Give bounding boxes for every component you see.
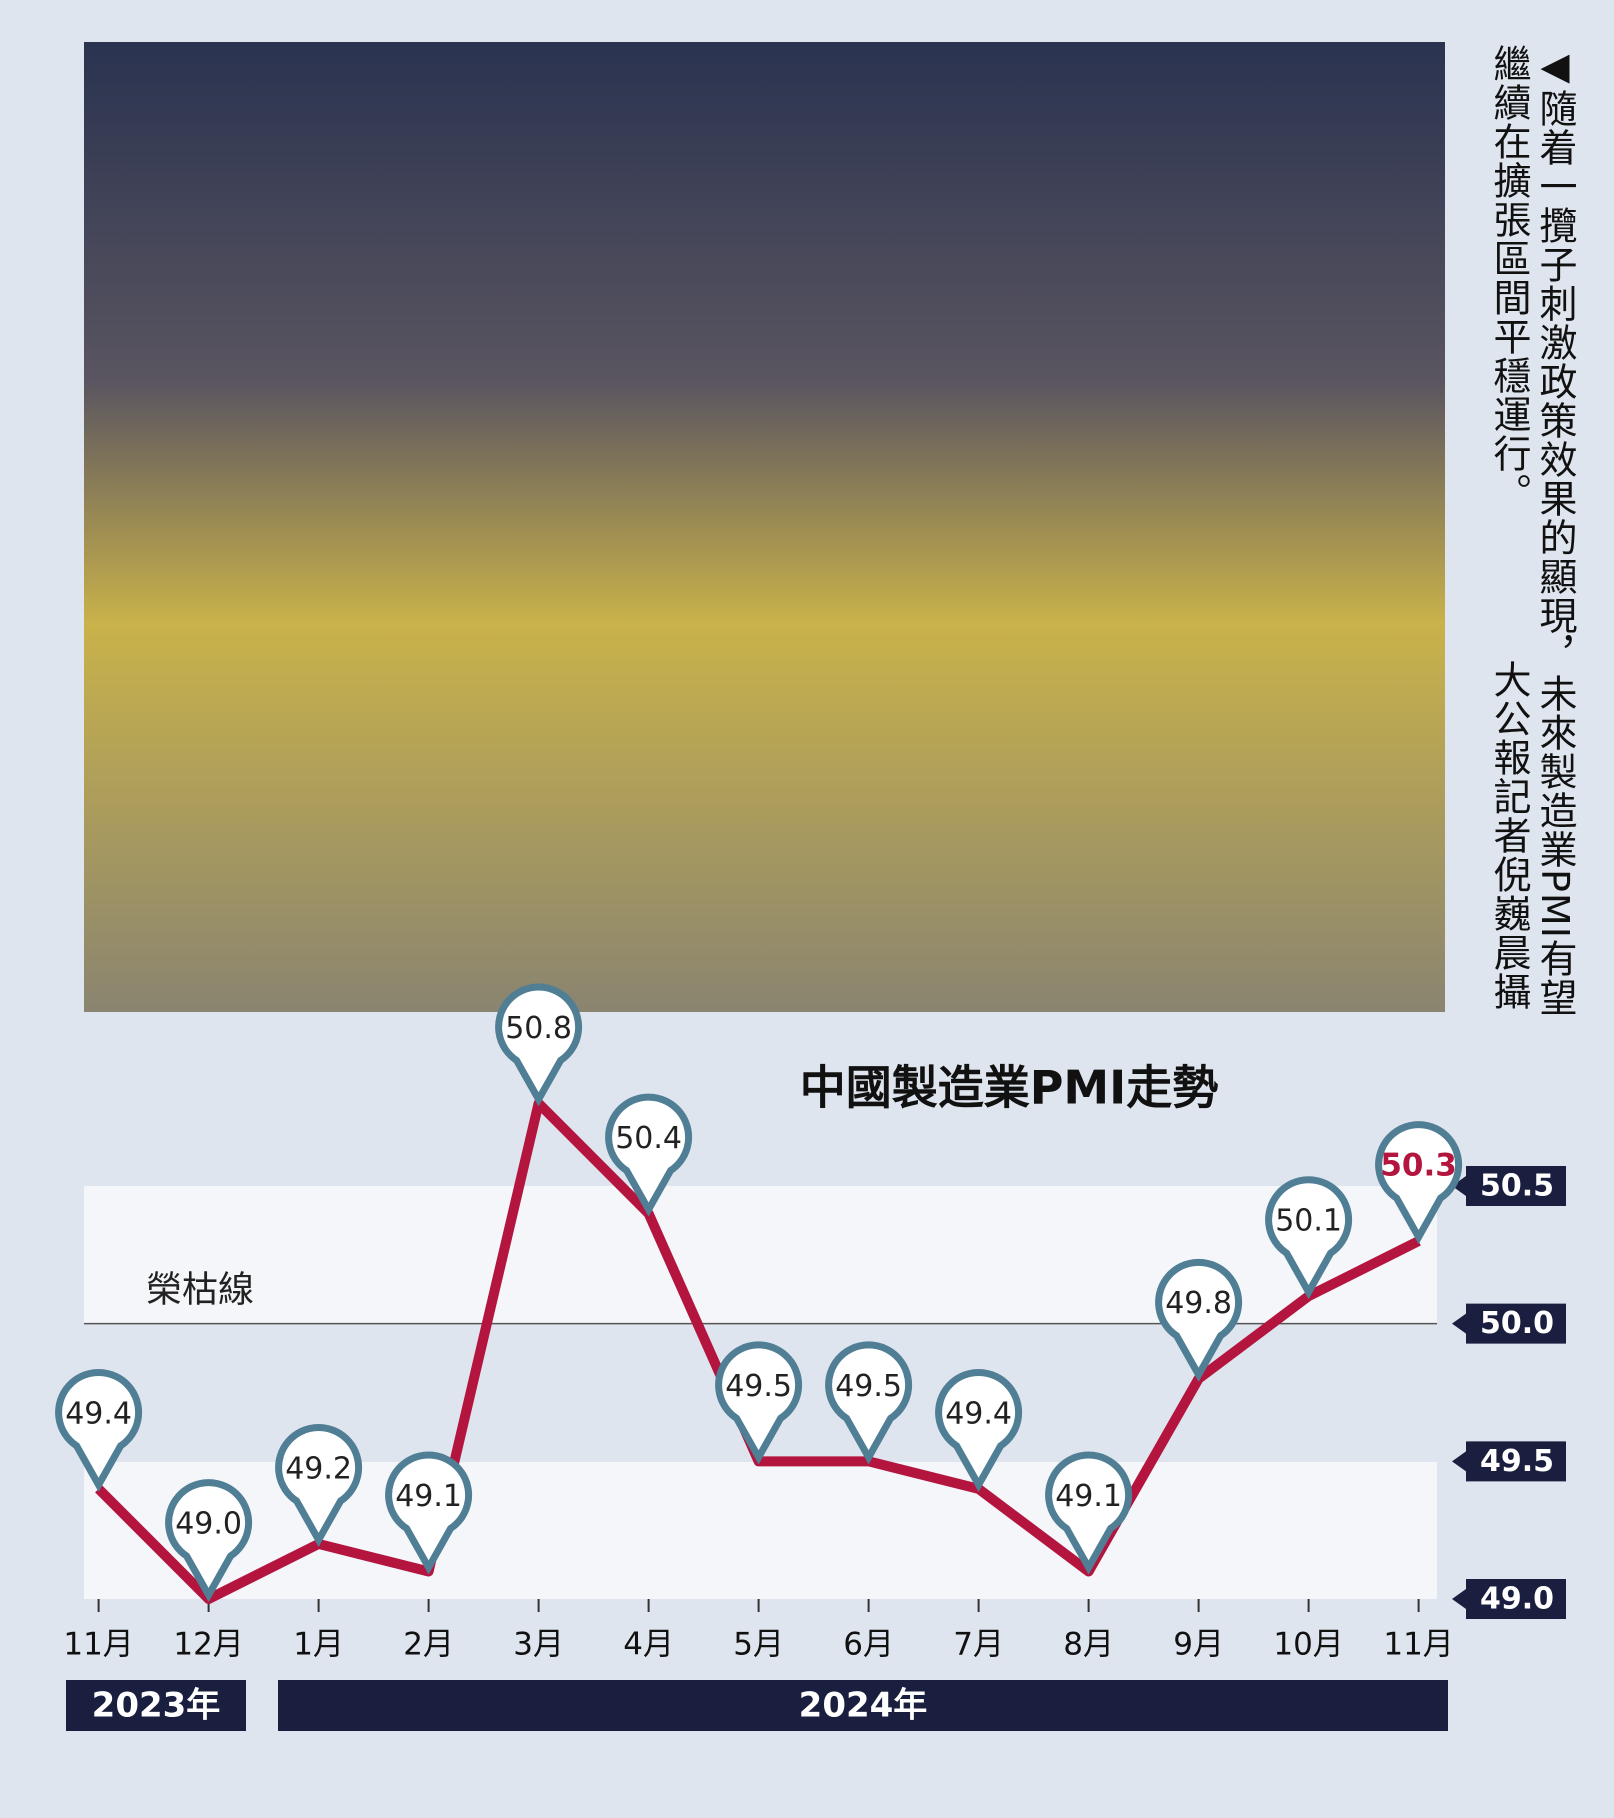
chart-title: 中國製造業PMI走勢 — [800, 1061, 1219, 1115]
x-tick-label: 5月 — [733, 1627, 784, 1663]
x-tick-label: 8月 — [1063, 1627, 1114, 1663]
pin — [935, 1369, 1023, 1492]
pin — [1045, 1451, 1133, 1575]
y-tick-box — [1452, 1303, 1566, 1344]
photo-credit: 大公報記者倪巍晨攝 — [1487, 660, 1531, 1011]
data-label: 49.4 — [945, 1396, 1012, 1431]
data-label: 49.1 — [395, 1479, 462, 1514]
photo — [84, 42, 1445, 1012]
caption: ◀隨着一攬子刺激政策效果的顯現，未來製造業PMI有望繼續在擴張區間平穩運行。 — [1487, 44, 1577, 1017]
x-tick-label: 3月 — [513, 1627, 564, 1663]
y-tick-box — [1452, 1441, 1566, 1482]
data-label: 50.3 — [1380, 1148, 1457, 1184]
year-bar — [66, 1680, 246, 1731]
y-tick-label: 49.5 — [1480, 1444, 1554, 1479]
y-tick-box — [1452, 1579, 1566, 1619]
x-tick-label: 10月 — [1273, 1627, 1343, 1663]
x-tick-label: 7月 — [953, 1627, 1004, 1663]
year-label: 2023年 — [92, 1686, 221, 1726]
y-tick-box — [1452, 1166, 1566, 1206]
x-tick-label: 4月 — [623, 1627, 674, 1663]
x-tick-label: 6月 — [843, 1627, 894, 1663]
pin — [495, 983, 583, 1107]
year-label: 2024年 — [799, 1686, 928, 1726]
data-label: 50.8 — [505, 1011, 572, 1046]
pin — [1155, 1258, 1243, 1382]
data-label: 49.4 — [65, 1396, 132, 1431]
pin — [1375, 1121, 1463, 1245]
year-bar — [278, 1680, 1448, 1731]
y-tick-label: 50.5 — [1480, 1169, 1554, 1204]
pin — [605, 1093, 693, 1217]
x-tick-label: 1月 — [293, 1627, 344, 1663]
data-label: 49.1 — [1055, 1479, 1122, 1514]
data-label: 49.5 — [725, 1369, 792, 1404]
x-tick-label: 12月 — [173, 1627, 243, 1663]
y-tick-label: 50.0 — [1480, 1306, 1554, 1341]
y-tick-label: 49.0 — [1480, 1582, 1554, 1617]
reference-label: 榮枯線 — [146, 1270, 254, 1311]
data-label: 49.0 — [175, 1507, 242, 1542]
x-tick-label: 9月 — [1173, 1627, 1224, 1663]
data-label: 49.2 — [285, 1451, 352, 1486]
pin — [715, 1341, 803, 1465]
data-label: 49.8 — [1165, 1286, 1232, 1321]
data-label: 49.5 — [835, 1369, 902, 1404]
data-label: 50.4 — [615, 1121, 682, 1156]
pin — [275, 1424, 363, 1548]
pin — [825, 1341, 913, 1465]
x-tick-label: 11月 — [63, 1627, 133, 1663]
pin — [1265, 1176, 1353, 1300]
pin — [165, 1479, 253, 1603]
x-tick-label: 2月 — [403, 1627, 454, 1663]
data-label: 50.1 — [1275, 1204, 1342, 1239]
pin — [385, 1451, 473, 1575]
x-tick-label: 11月 — [1383, 1627, 1453, 1663]
pin — [55, 1369, 143, 1492]
